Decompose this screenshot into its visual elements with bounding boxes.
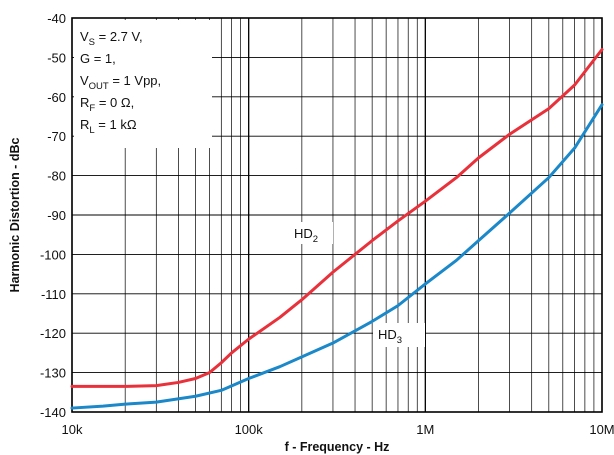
y-tick-label: -40: [47, 11, 66, 26]
y-tick-label: -90: [47, 208, 66, 223]
y-tick-label: -60: [47, 90, 66, 105]
x-tick-label: 100k: [235, 422, 264, 437]
y-tick-label: -120: [40, 326, 66, 341]
series-line-hd2: [70, 48, 604, 388]
tick-labels: 10k 100k 1M 10M -40 -50 -60 -70 -80 -90 -100 -110 -1…: [40, 11, 614, 437]
conditions-annotation: [74, 20, 212, 148]
y-tick-label: -70: [47, 129, 66, 144]
series-lines: [70, 48, 604, 410]
conditions-text: VS = 2.7 V, G = 1, VOUT = 1 Vpp, RF = 0 Ω, R…: [80, 29, 161, 136]
condition-line: G = 1,: [80, 51, 116, 66]
plot-frame: [71, 17, 603, 413]
x-tick-label: 1M: [416, 422, 434, 437]
hd3-label-text: HD3: [378, 327, 402, 346]
y-axis-title: Harmonic Distortion - dBc: [8, 138, 22, 293]
y-tick-label: -110: [41, 287, 66, 302]
y-tick-label: -80: [47, 169, 66, 184]
y-tick-label: -100: [40, 247, 66, 262]
x-tick-label: 10k: [62, 422, 83, 437]
y-tick-label: -50: [47, 50, 66, 65]
hd2-label-background: [289, 222, 333, 244]
condition-line: VS = 2.7 V,: [80, 29, 143, 48]
hd3-label: HD3: [373, 323, 425, 347]
conditions-box-background: [74, 20, 212, 148]
condition-line: RL = 1 kΩ: [80, 117, 137, 136]
hd3-label-background: [373, 323, 425, 347]
y-tick-label: -140: [40, 405, 66, 420]
x-tick-label: 10M: [589, 422, 614, 437]
hd2-label: HD2: [289, 222, 333, 245]
hd2-label-text: HD2: [294, 226, 318, 245]
x-axis-title: f - Frequency - Hz: [285, 440, 390, 454]
condition-line: RF = 0 Ω,: [80, 95, 134, 114]
y-tick-label: -130: [40, 366, 66, 381]
series-line-hd3: [70, 103, 604, 410]
condition-line: VOUT = 1 Vpp,: [80, 73, 161, 92]
